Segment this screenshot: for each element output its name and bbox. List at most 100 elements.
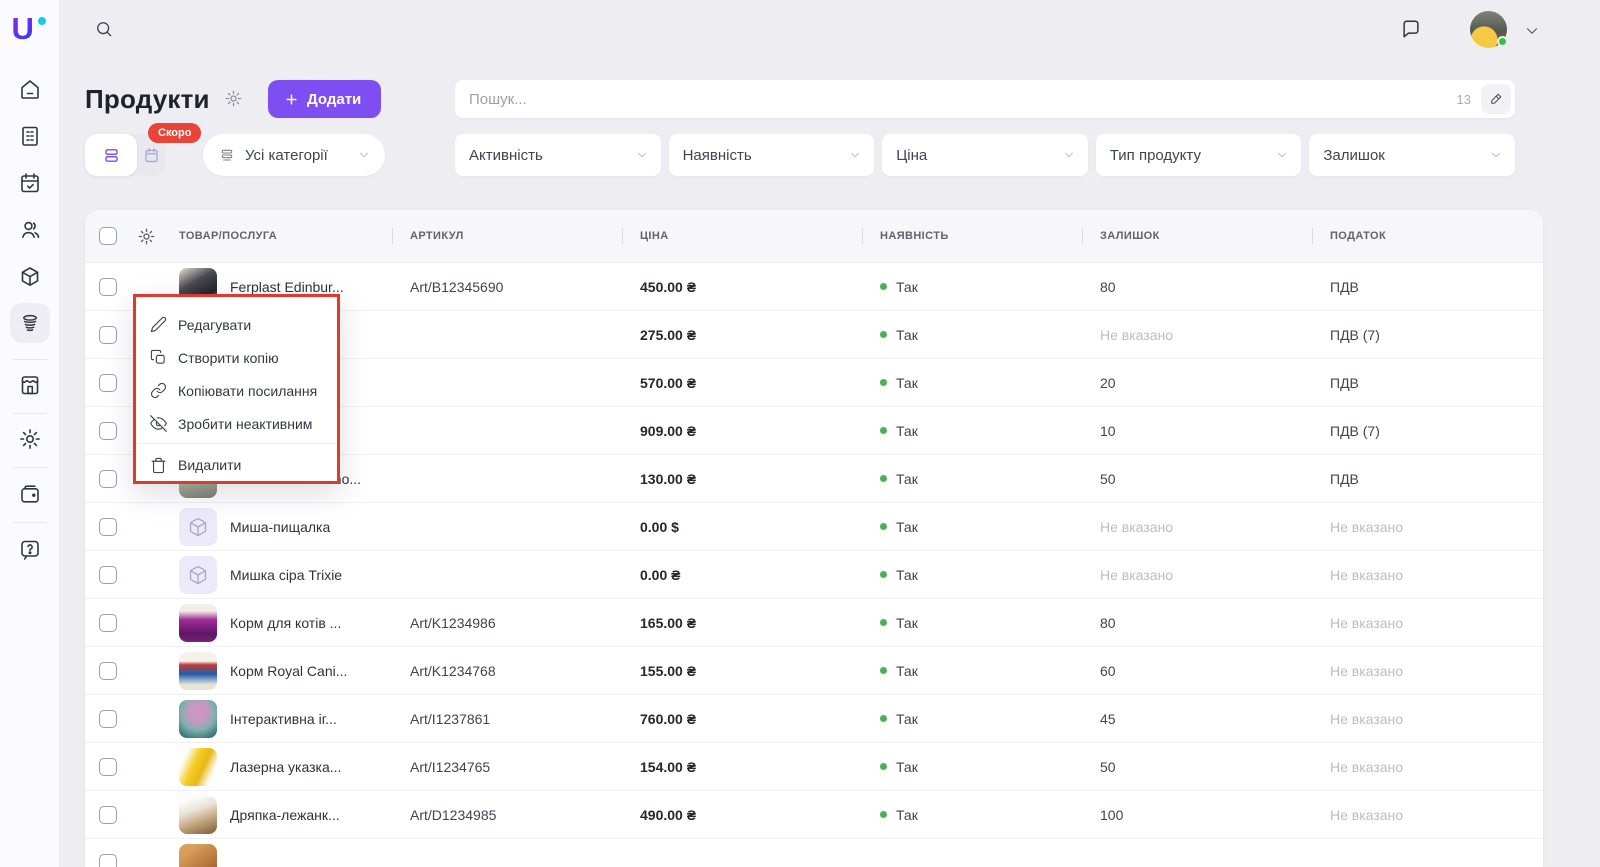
table-row[interactable] — [85, 839, 1543, 867]
tax-cell: Не вказано — [1330, 807, 1543, 823]
stock-cell: Не вказано — [1100, 567, 1330, 583]
menu-item-duplicate[interactable]: Створити копію — [136, 341, 337, 374]
sidebar-divider — [13, 359, 47, 360]
sidebar-item-store[interactable] — [18, 373, 42, 397]
sidebar-item-wallet[interactable] — [18, 482, 42, 506]
list-view-toggle[interactable] — [85, 134, 137, 176]
tax-cell: ПДВ — [1330, 471, 1543, 487]
availability-cell: Так — [880, 807, 1100, 823]
price-cell: 760.00 ₴ — [640, 711, 880, 727]
stock-cell: 80 — [1100, 615, 1330, 631]
sidebar: U — [0, 0, 60, 867]
link-icon — [150, 382, 167, 399]
availability-dot-icon — [880, 331, 887, 338]
availability-label: Так — [896, 279, 918, 295]
row-checkbox[interactable] — [99, 710, 117, 728]
app-logo[interactable]: U — [12, 11, 48, 47]
help-icon — [18, 538, 42, 562]
chevron-down-icon — [357, 148, 371, 162]
row-checkbox[interactable] — [99, 374, 117, 392]
settings-gear-icon — [18, 427, 42, 451]
search-input[interactable] — [455, 91, 1457, 108]
menu-divider — [136, 443, 337, 444]
row-checkbox[interactable] — [99, 614, 117, 632]
price-cell: 450.00 ₴ — [640, 279, 880, 295]
table-settings-icon[interactable] — [137, 227, 156, 246]
product-image — [179, 700, 217, 738]
availability-cell: Так — [880, 279, 1100, 295]
row-checkbox[interactable] — [99, 518, 117, 536]
row-context-menu: Редагувати Створити копію Копіювати поси… — [133, 294, 340, 484]
tax-cell: Не вказано — [1330, 615, 1543, 631]
menu-item-edit[interactable]: Редагувати — [136, 308, 337, 341]
page-settings-gear-icon[interactable] — [224, 89, 243, 108]
sidebar-item-settings[interactable] — [18, 427, 42, 451]
product-image — [179, 556, 217, 594]
availability-label: Так — [896, 567, 918, 583]
table-row[interactable]: Корм для котів ... Art/K1234986 165.00 ₴… — [85, 599, 1543, 647]
row-checkbox[interactable] — [99, 422, 117, 440]
sidebar-item-help[interactable] — [18, 538, 42, 562]
sidebar-item-company[interactable] — [18, 124, 42, 148]
avatar[interactable] — [1470, 11, 1507, 48]
table-row[interactable]: Лазерна указка... Art/I1234765 154.00 ₴ … — [85, 743, 1543, 791]
products-stack-icon — [19, 312, 41, 334]
price-cell: 275.00 ₴ — [640, 327, 880, 343]
category-dropdown[interactable]: Усі категорії — [203, 134, 385, 176]
sidebar-item-services[interactable] — [18, 265, 42, 289]
availability-label: Так — [896, 615, 918, 631]
filter-stock[interactable]: Залишок — [1309, 134, 1515, 176]
row-checkbox[interactable] — [99, 758, 117, 776]
table-row[interactable]: Дряпка-лежанк... Art/D1234985 490.00 ₴ Т… — [85, 791, 1543, 839]
availability-label: Так — [896, 375, 918, 391]
availability-label: Так — [896, 711, 918, 727]
sidebar-item-calendar[interactable] — [18, 171, 42, 195]
availability-dot-icon — [880, 619, 887, 626]
availability-dot-icon — [880, 283, 887, 290]
plus-icon — [284, 92, 299, 107]
row-checkbox[interactable] — [99, 806, 117, 824]
category-dropdown-label: Усі категорії — [245, 147, 347, 164]
sidebar-item-products[interactable] — [10, 303, 50, 343]
product-name: Інтерактивна іг... — [230, 711, 337, 727]
filter-product-type[interactable]: Тип продукту — [1096, 134, 1302, 176]
profile-chevron-down-icon[interactable] — [1523, 22, 1541, 40]
select-all-checkbox[interactable] — [99, 227, 117, 245]
menu-item-copy-link[interactable]: Копіювати посилання — [136, 374, 337, 407]
filter-activity[interactable]: Активність — [455, 134, 661, 176]
row-checkbox[interactable] — [99, 470, 117, 488]
filter-price[interactable]: Ціна — [882, 134, 1088, 176]
add-product-button[interactable]: Додати — [268, 80, 381, 118]
table-row[interactable]: Інтерактивна іг... Art/I1237861 760.00 ₴… — [85, 695, 1543, 743]
row-checkbox[interactable] — [99, 566, 117, 584]
add-button-label: Додати — [307, 91, 361, 108]
clear-search-button[interactable] — [1481, 84, 1511, 114]
row-checkbox[interactable] — [99, 278, 117, 296]
sidebar-item-clients[interactable] — [18, 218, 42, 242]
row-checkbox[interactable] — [99, 662, 117, 680]
table-row[interactable]: Миша-пищалка 0.00 $ Так Не вказано Не вк… — [85, 503, 1543, 551]
row-checkbox[interactable] — [99, 326, 117, 344]
product-image — [179, 604, 217, 642]
menu-item-delete[interactable]: Видалити — [136, 447, 337, 483]
logo-dot-icon — [38, 17, 46, 25]
sidebar-divider — [13, 413, 47, 414]
product-image — [179, 844, 217, 867]
availability-cell: Так — [880, 663, 1100, 679]
clients-icon — [18, 218, 42, 242]
sidebar-item-home[interactable] — [18, 77, 42, 101]
price-cell: 0.00 $ — [640, 519, 880, 535]
menu-item-deactivate[interactable]: Зробити неактивним — [136, 407, 337, 440]
topbar-search-icon[interactable] — [94, 19, 114, 39]
categories-icon — [219, 147, 235, 163]
table-row[interactable]: Мишка сіра Trixie 0.00 ₴ Так Не вказано … — [85, 551, 1543, 599]
availability-label: Так — [896, 423, 918, 439]
table-row[interactable]: Корм Royal Cani... Art/K1234768 155.00 ₴… — [85, 647, 1543, 695]
trash-icon — [150, 457, 167, 474]
stock-cell: 20 — [1100, 375, 1330, 391]
row-checkbox[interactable] — [99, 854, 117, 867]
availability-label: Так — [896, 759, 918, 775]
stock-cell: 45 — [1100, 711, 1330, 727]
chat-icon[interactable] — [1400, 18, 1422, 40]
filter-availability[interactable]: Наявність — [669, 134, 875, 176]
